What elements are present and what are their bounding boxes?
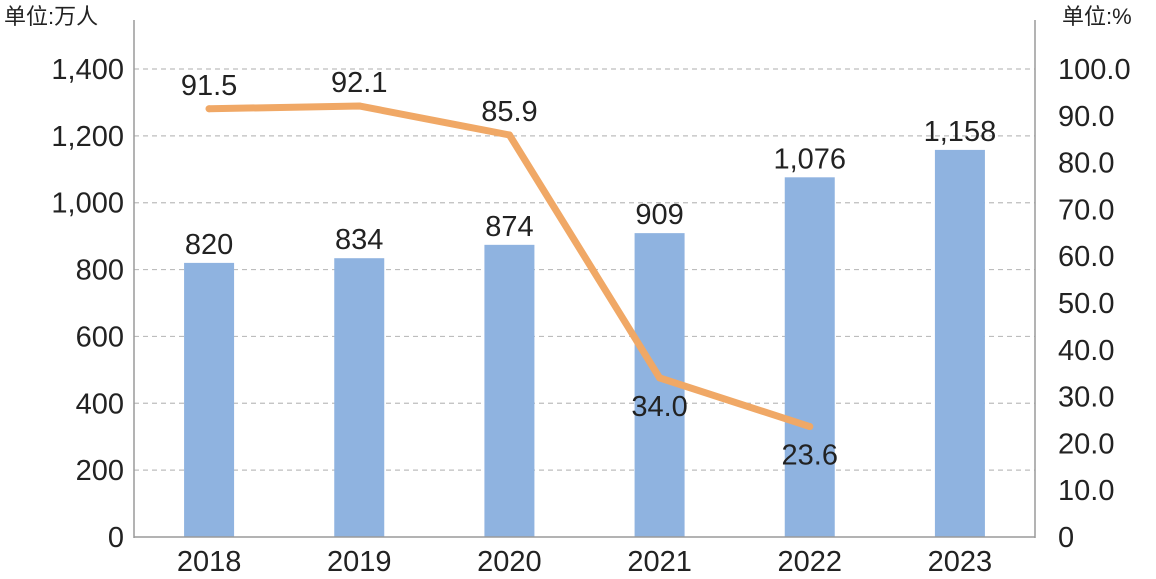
- left-tick-label: 0: [108, 522, 124, 554]
- x-tick-label: 2021: [627, 546, 692, 578]
- right-tick-label: 60.0: [1058, 241, 1114, 273]
- bar-value-label: 1,076: [773, 143, 846, 175]
- bar: [184, 262, 235, 537]
- bar-series: [184, 149, 985, 538]
- axes: [133, 20, 1036, 538]
- line-point: [355, 102, 363, 110]
- x-tick-label: 2018: [177, 546, 242, 578]
- right-tick-label: 0: [1058, 522, 1074, 554]
- right-tick-label: 90.0: [1058, 101, 1114, 133]
- bar: [334, 258, 385, 537]
- line-value-label: 91.5: [181, 70, 237, 102]
- line-value-label: 34.0: [631, 391, 687, 423]
- line-value-label: 92.1: [331, 67, 387, 99]
- x-tick-label: 2023: [928, 546, 993, 578]
- right-tick-label: 100.0: [1058, 54, 1131, 86]
- left-tick-label: 600: [76, 321, 124, 353]
- bar-value-label: 820: [185, 229, 233, 261]
- line-value-label: 85.9: [481, 96, 537, 128]
- bar: [784, 177, 835, 537]
- line-point: [505, 131, 513, 139]
- line-series: [205, 102, 814, 431]
- left-unit-label: 单位:万人: [4, 4, 98, 29]
- bar-value-label: 1,158: [924, 116, 997, 148]
- bar-value-label: 834: [335, 224, 383, 256]
- line-point: [806, 423, 814, 431]
- left-tick-label: 800: [76, 255, 124, 287]
- line-point: [656, 374, 664, 382]
- bar-value-label: 909: [635, 199, 683, 231]
- x-tick-label: 2020: [477, 546, 542, 578]
- line-value-label: 23.6: [782, 440, 838, 472]
- left-tick-label: 1,000: [51, 188, 124, 220]
- right-tick-label: 30.0: [1058, 382, 1114, 414]
- right-tick-label: 70.0: [1058, 194, 1114, 226]
- left-tick-label: 1,400: [51, 54, 124, 86]
- bar: [934, 149, 985, 537]
- right-tick-label: 10.0: [1058, 475, 1114, 507]
- gridlines: [134, 68, 1035, 471]
- left-tick-label: 200: [76, 455, 124, 487]
- right-unit-label: 单位:%: [1062, 4, 1132, 29]
- right-tick-label: 80.0: [1058, 148, 1114, 180]
- x-tick-label: 2022: [777, 546, 842, 578]
- left-tick-label: 1,200: [51, 121, 124, 153]
- line-point: [205, 105, 213, 113]
- bar: [484, 244, 535, 537]
- right-tick-label: 40.0: [1058, 335, 1114, 367]
- labels: 单位:万人 单位:% 0 200 400 600 800 1,000 1,200 1,400 0…: [4, 4, 1132, 578]
- bar-value-label: 874: [485, 211, 533, 243]
- right-tick-label: 20.0: [1058, 428, 1114, 460]
- x-tick-label: 2019: [327, 546, 392, 578]
- right-tick-label: 50.0: [1058, 288, 1114, 320]
- left-tick-label: 400: [76, 388, 124, 420]
